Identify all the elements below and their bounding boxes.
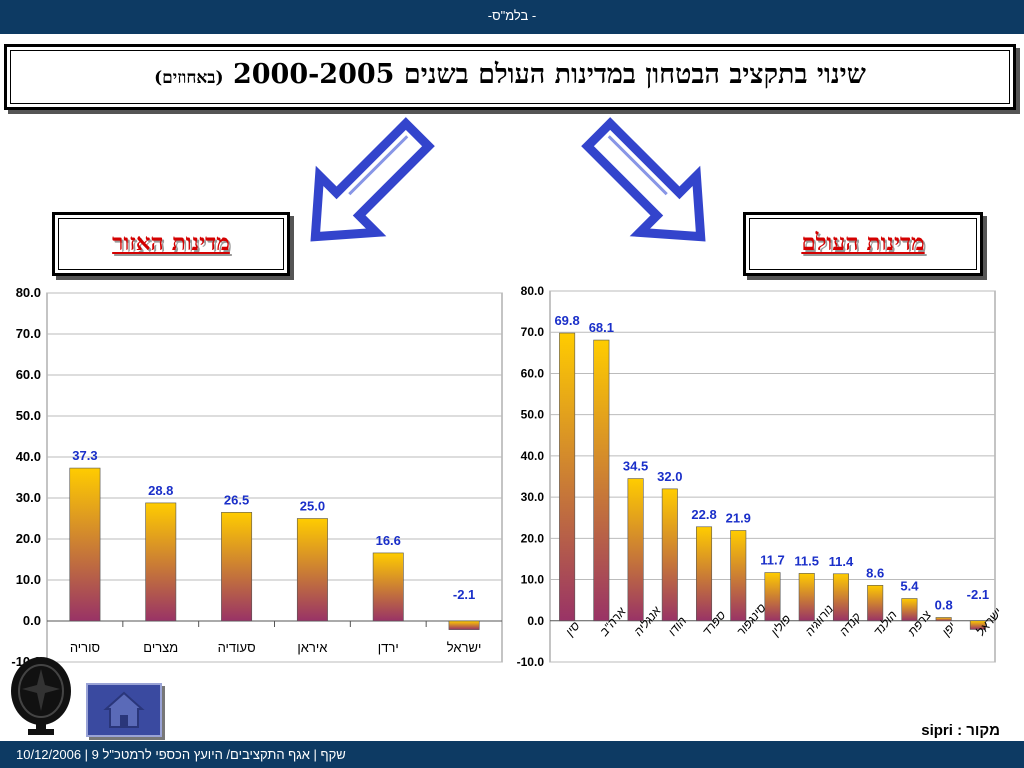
data-label: 5.4 xyxy=(900,579,919,594)
y-tick-label: 20.0 xyxy=(16,531,41,546)
page-title-main: שינוי בתקציב הבטחון במדינות העולם בשנים … xyxy=(232,59,866,90)
x-tick-label: ירדן xyxy=(378,640,399,655)
world-label-box: מדינות העולם xyxy=(743,212,983,276)
data-label: 0.8 xyxy=(935,597,953,612)
home-icon xyxy=(103,691,145,728)
x-tick-label: סעודיה xyxy=(218,640,256,655)
classification-label: -בלמ"ס - xyxy=(487,8,537,23)
data-label: 32.0 xyxy=(657,469,682,484)
bar xyxy=(372,552,404,622)
title-box: שינוי בתקציב הבטחון במדינות העולם בשנים … xyxy=(4,44,1016,110)
bar xyxy=(696,526,713,622)
home-button[interactable] xyxy=(86,683,162,737)
x-tick-label: ישראל xyxy=(447,640,482,655)
arrow-down-right-icon xyxy=(581,117,706,242)
data-label: 69.8 xyxy=(554,313,579,328)
y-tick-label: 20.0 xyxy=(521,531,545,545)
data-label: 11.5 xyxy=(794,553,819,568)
bar xyxy=(627,478,644,622)
data-label: 34.5 xyxy=(623,459,648,474)
y-tick-label: 10.0 xyxy=(16,572,41,587)
bar xyxy=(448,620,480,630)
y-tick-label: 0.0 xyxy=(23,613,41,628)
bar xyxy=(798,573,815,622)
data-label: 21.9 xyxy=(726,511,751,526)
bar xyxy=(145,502,177,622)
top-bar: -בלמ"ס - xyxy=(0,0,1024,34)
data-label: 11.7 xyxy=(760,553,785,568)
x-tick-label: איראן xyxy=(297,640,327,655)
y-tick-label: 30.0 xyxy=(521,490,545,504)
bar xyxy=(901,598,918,622)
source-note: מקור : sipri xyxy=(921,722,1000,739)
region-label-inner-border xyxy=(58,218,284,270)
world-bar-chart: 80.0 70.0 60.0 50.0 40.0 30.0 20.0 10.0 0.0 -10.0… xyxy=(517,284,1005,669)
y-tick-label: 30.0 xyxy=(16,490,41,505)
plot-area xyxy=(46,292,503,663)
data-label: 26.5 xyxy=(224,492,249,507)
data-label: 22.8 xyxy=(691,507,716,522)
page-title: שינוי בתקציב הבטחון במדינות העולם בשנים … xyxy=(7,59,1013,90)
y-tick-label: 60.0 xyxy=(16,367,41,382)
bar xyxy=(730,530,747,622)
data-label: 25.0 xyxy=(300,499,325,514)
world-label-inner-border xyxy=(749,218,977,270)
data-label: 68.1 xyxy=(589,320,614,335)
y-tick-label: 70.0 xyxy=(16,326,41,341)
y-tick-label: 50.0 xyxy=(521,408,545,422)
data-label: 11.4 xyxy=(829,554,854,569)
bar xyxy=(661,488,678,622)
page-title-unit: (באחוזים) xyxy=(154,68,224,88)
data-label: -2.1 xyxy=(453,587,475,602)
bar xyxy=(593,339,610,622)
bar xyxy=(935,617,952,622)
data-label: -2.1 xyxy=(967,587,989,602)
y-tick-label: 50.0 xyxy=(16,408,41,423)
bottom-bar: 10/12/2006 | 9 שקף | אגף התקציבים/ היועץ… xyxy=(0,741,1024,768)
region-label: מדינות האזור xyxy=(112,229,230,256)
arrow-down-left-icon xyxy=(310,117,435,242)
bar xyxy=(69,467,101,622)
bar xyxy=(969,620,986,630)
region-bar-chart: 80.070.060.050.040.030.020.010.00.0-10.0… xyxy=(11,285,503,669)
y-tick-label: 40.0 xyxy=(16,449,41,464)
y-tick-label: 40.0 xyxy=(521,449,545,463)
y-tick-label: 80.0 xyxy=(16,285,41,300)
bar xyxy=(867,585,884,622)
footer-text: 10/12/2006 | 9 שקף | אגף התקציבים/ היועץ… xyxy=(16,747,346,762)
data-label: 16.6 xyxy=(376,533,401,548)
y-tick-label: 10.0 xyxy=(521,573,545,587)
y-tick-label: -10.0 xyxy=(517,655,545,669)
y-tick-label: 0.0 xyxy=(527,614,544,628)
region-label-box: מדינות האזור xyxy=(52,212,290,276)
bar xyxy=(559,332,576,622)
title-box-inner-border xyxy=(10,50,1010,104)
y-tick-label: 60.0 xyxy=(521,366,545,380)
data-label: 37.3 xyxy=(72,448,97,463)
bar xyxy=(221,512,253,622)
data-label: 8.6 xyxy=(866,565,884,580)
x-tick-label: מצרים xyxy=(143,640,178,655)
y-tick-label: 80.0 xyxy=(521,284,545,298)
bar xyxy=(764,572,781,622)
world-label: מדינות העולם xyxy=(801,229,925,256)
y-tick-label: 70.0 xyxy=(521,325,545,339)
bar xyxy=(832,573,849,622)
bar xyxy=(296,518,328,622)
x-tick-label: סוריה xyxy=(70,640,100,655)
data-label: 28.8 xyxy=(148,483,173,498)
emblem-icon xyxy=(11,657,71,735)
